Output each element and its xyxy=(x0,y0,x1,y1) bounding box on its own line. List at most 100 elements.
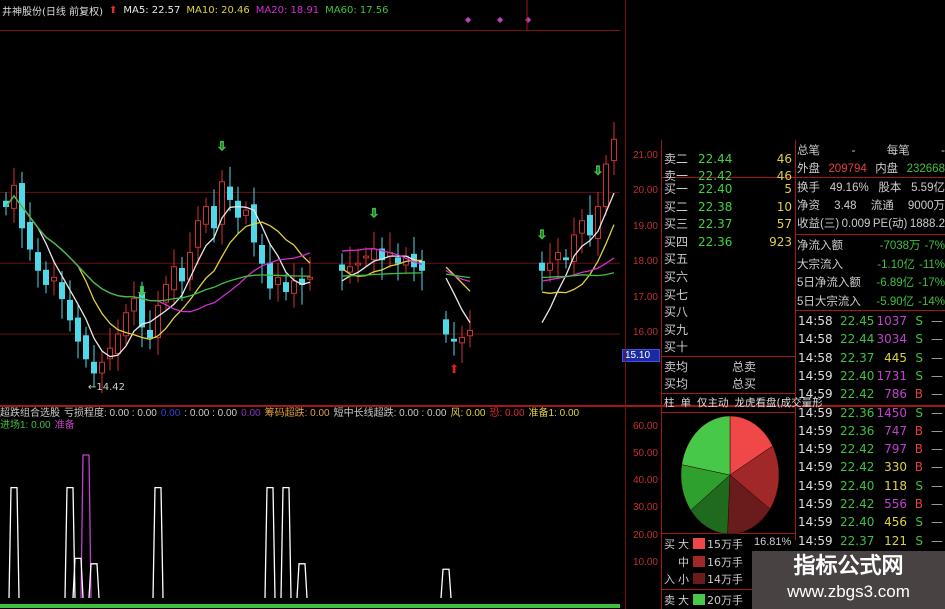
candle xyxy=(67,280,73,332)
pie-tab[interactable]: 柱 xyxy=(664,397,675,409)
orderbook-volume: 46 xyxy=(776,169,792,183)
orderbook-row: 买一 22.40 5 xyxy=(664,180,794,198)
candle xyxy=(275,262,281,302)
tick-dash: — xyxy=(931,515,943,530)
flow-label: 净流入额 xyxy=(797,240,843,252)
ma-label: MA10: 20.46 xyxy=(186,4,250,16)
candle xyxy=(459,325,465,364)
pie-slice xyxy=(681,415,731,476)
tick-volume: 121 xyxy=(884,533,907,548)
ma-label: MA20: 18.91 xyxy=(255,4,320,16)
tick-time: 14:58 xyxy=(798,350,833,365)
indicator-chart[interactable] xyxy=(0,405,620,609)
candle-body xyxy=(595,206,601,239)
legend-size: 小 xyxy=(678,573,689,586)
buy-signal-arrow-icon: ⇩ xyxy=(593,164,603,178)
flow-row: 大宗流入 -1.10亿 -11% xyxy=(797,256,945,274)
pie-slice xyxy=(690,474,731,534)
legend-value: 14万手 xyxy=(707,573,743,586)
legend-side: 买 xyxy=(664,538,675,551)
tick-price: 22.40 xyxy=(840,368,875,383)
tick-row: 14:59 22.40 118 S — xyxy=(798,477,945,495)
tick-row: 14:59 22.42 797 B — xyxy=(798,440,945,458)
divider xyxy=(0,405,945,407)
candle-body xyxy=(443,319,449,335)
tick-time: 14:59 xyxy=(798,478,833,493)
candle xyxy=(451,321,457,356)
tick-side: B xyxy=(914,442,923,457)
candle xyxy=(99,350,105,394)
flow-row: 5日净流入额 -6.89亿 -17% xyxy=(797,274,945,292)
marker-icon: ◆ xyxy=(465,15,472,24)
candle-body xyxy=(131,298,137,312)
candle xyxy=(155,291,161,355)
candle-body xyxy=(91,361,97,374)
candle-body xyxy=(59,282,65,300)
legend-size: 大 xyxy=(678,594,689,607)
candle xyxy=(363,247,369,267)
candle xyxy=(43,261,49,294)
orderbook-label: 买四 xyxy=(664,234,689,249)
orderbook-label: 卖二 xyxy=(664,152,689,166)
candle xyxy=(339,253,345,291)
candle-body xyxy=(355,262,361,266)
candle-body xyxy=(99,361,105,374)
indicator-value: 准备 xyxy=(54,420,75,431)
candle xyxy=(603,155,609,216)
candle xyxy=(267,243,273,300)
tick-volume: 1450 xyxy=(876,405,907,420)
legend-size: 大 xyxy=(678,538,689,551)
candle-body xyxy=(139,292,145,328)
flow-value: -5.90亿 xyxy=(876,295,915,308)
candle-body xyxy=(459,337,465,344)
flow-row: 5日大宗流入 -5.90亿 -14% xyxy=(797,293,945,311)
candle xyxy=(235,186,241,235)
pie-tab[interactable]: 单 xyxy=(680,397,692,409)
indicator-spike xyxy=(440,568,452,599)
candle xyxy=(59,270,65,319)
candle xyxy=(91,344,97,388)
tick-volume: 1731 xyxy=(876,368,907,383)
tick-volume: 118 xyxy=(884,478,907,493)
candle-body xyxy=(283,282,289,293)
indicator-value: 超跌组合选股 xyxy=(0,408,60,419)
legend-value: 16万手 xyxy=(707,556,743,569)
orderbook-label: 买三 xyxy=(664,217,689,232)
indicator-spike xyxy=(72,557,84,599)
info-row: 总笔 - 每笔 - xyxy=(797,142,945,160)
pie-tab[interactable]: 仅主动 xyxy=(697,397,729,409)
tick-side: S xyxy=(915,478,923,493)
stock-title: 井神股份(日线 前复权) xyxy=(2,6,103,18)
candle-body xyxy=(371,248,377,261)
info-row: 外盘 209794 内盘 232668 xyxy=(797,160,945,178)
orderbook-row: 买三 22.37 57 xyxy=(664,215,794,233)
tick-time: 14:59 xyxy=(798,405,833,420)
indicator-spike xyxy=(280,486,292,599)
pie-slice xyxy=(729,415,773,476)
info-value: 232668 xyxy=(906,163,945,175)
tick-time: 14:59 xyxy=(798,460,833,475)
info-label: 总笔 xyxy=(797,145,820,157)
indicator-value: 短中长线超跌: 0.00 : 0.00 xyxy=(333,408,447,419)
red-up-arrow-icon: ⬆ xyxy=(449,362,459,376)
candle-body xyxy=(123,312,129,337)
orderbook-label: 卖一 xyxy=(664,169,689,183)
pie-tab[interactable]: 龙虎看盘(成交量形 xyxy=(734,397,823,409)
orderbook-volume: 57 xyxy=(776,217,792,232)
candle xyxy=(219,170,225,245)
orderbook-volume: 5 xyxy=(784,182,792,196)
orderbook-row: 买八 xyxy=(664,303,794,321)
indicator-value: 进场1: 0.00 xyxy=(0,420,51,431)
kline-chart[interactable]: ◆ ◆ ◆ ⇩ ⇩ ⇩ ⇩ ⇩ ⬆ xyxy=(0,0,620,405)
divider xyxy=(796,310,945,311)
orderbook-label: 买七 xyxy=(664,287,689,302)
info-value: - xyxy=(851,145,856,157)
tick-row: 14:59 22.42 556 B — xyxy=(798,495,945,513)
tick-row: 14:59 22.40 1731 S — xyxy=(798,367,945,385)
candle xyxy=(83,326,89,368)
buy-signal-arrow-icon: ⇩ xyxy=(537,227,547,241)
indicator-spike xyxy=(8,486,20,599)
flow-label: 大宗流入 xyxy=(797,258,843,271)
candle xyxy=(227,166,233,212)
ma-label: MA5: 22.57 xyxy=(123,4,181,16)
